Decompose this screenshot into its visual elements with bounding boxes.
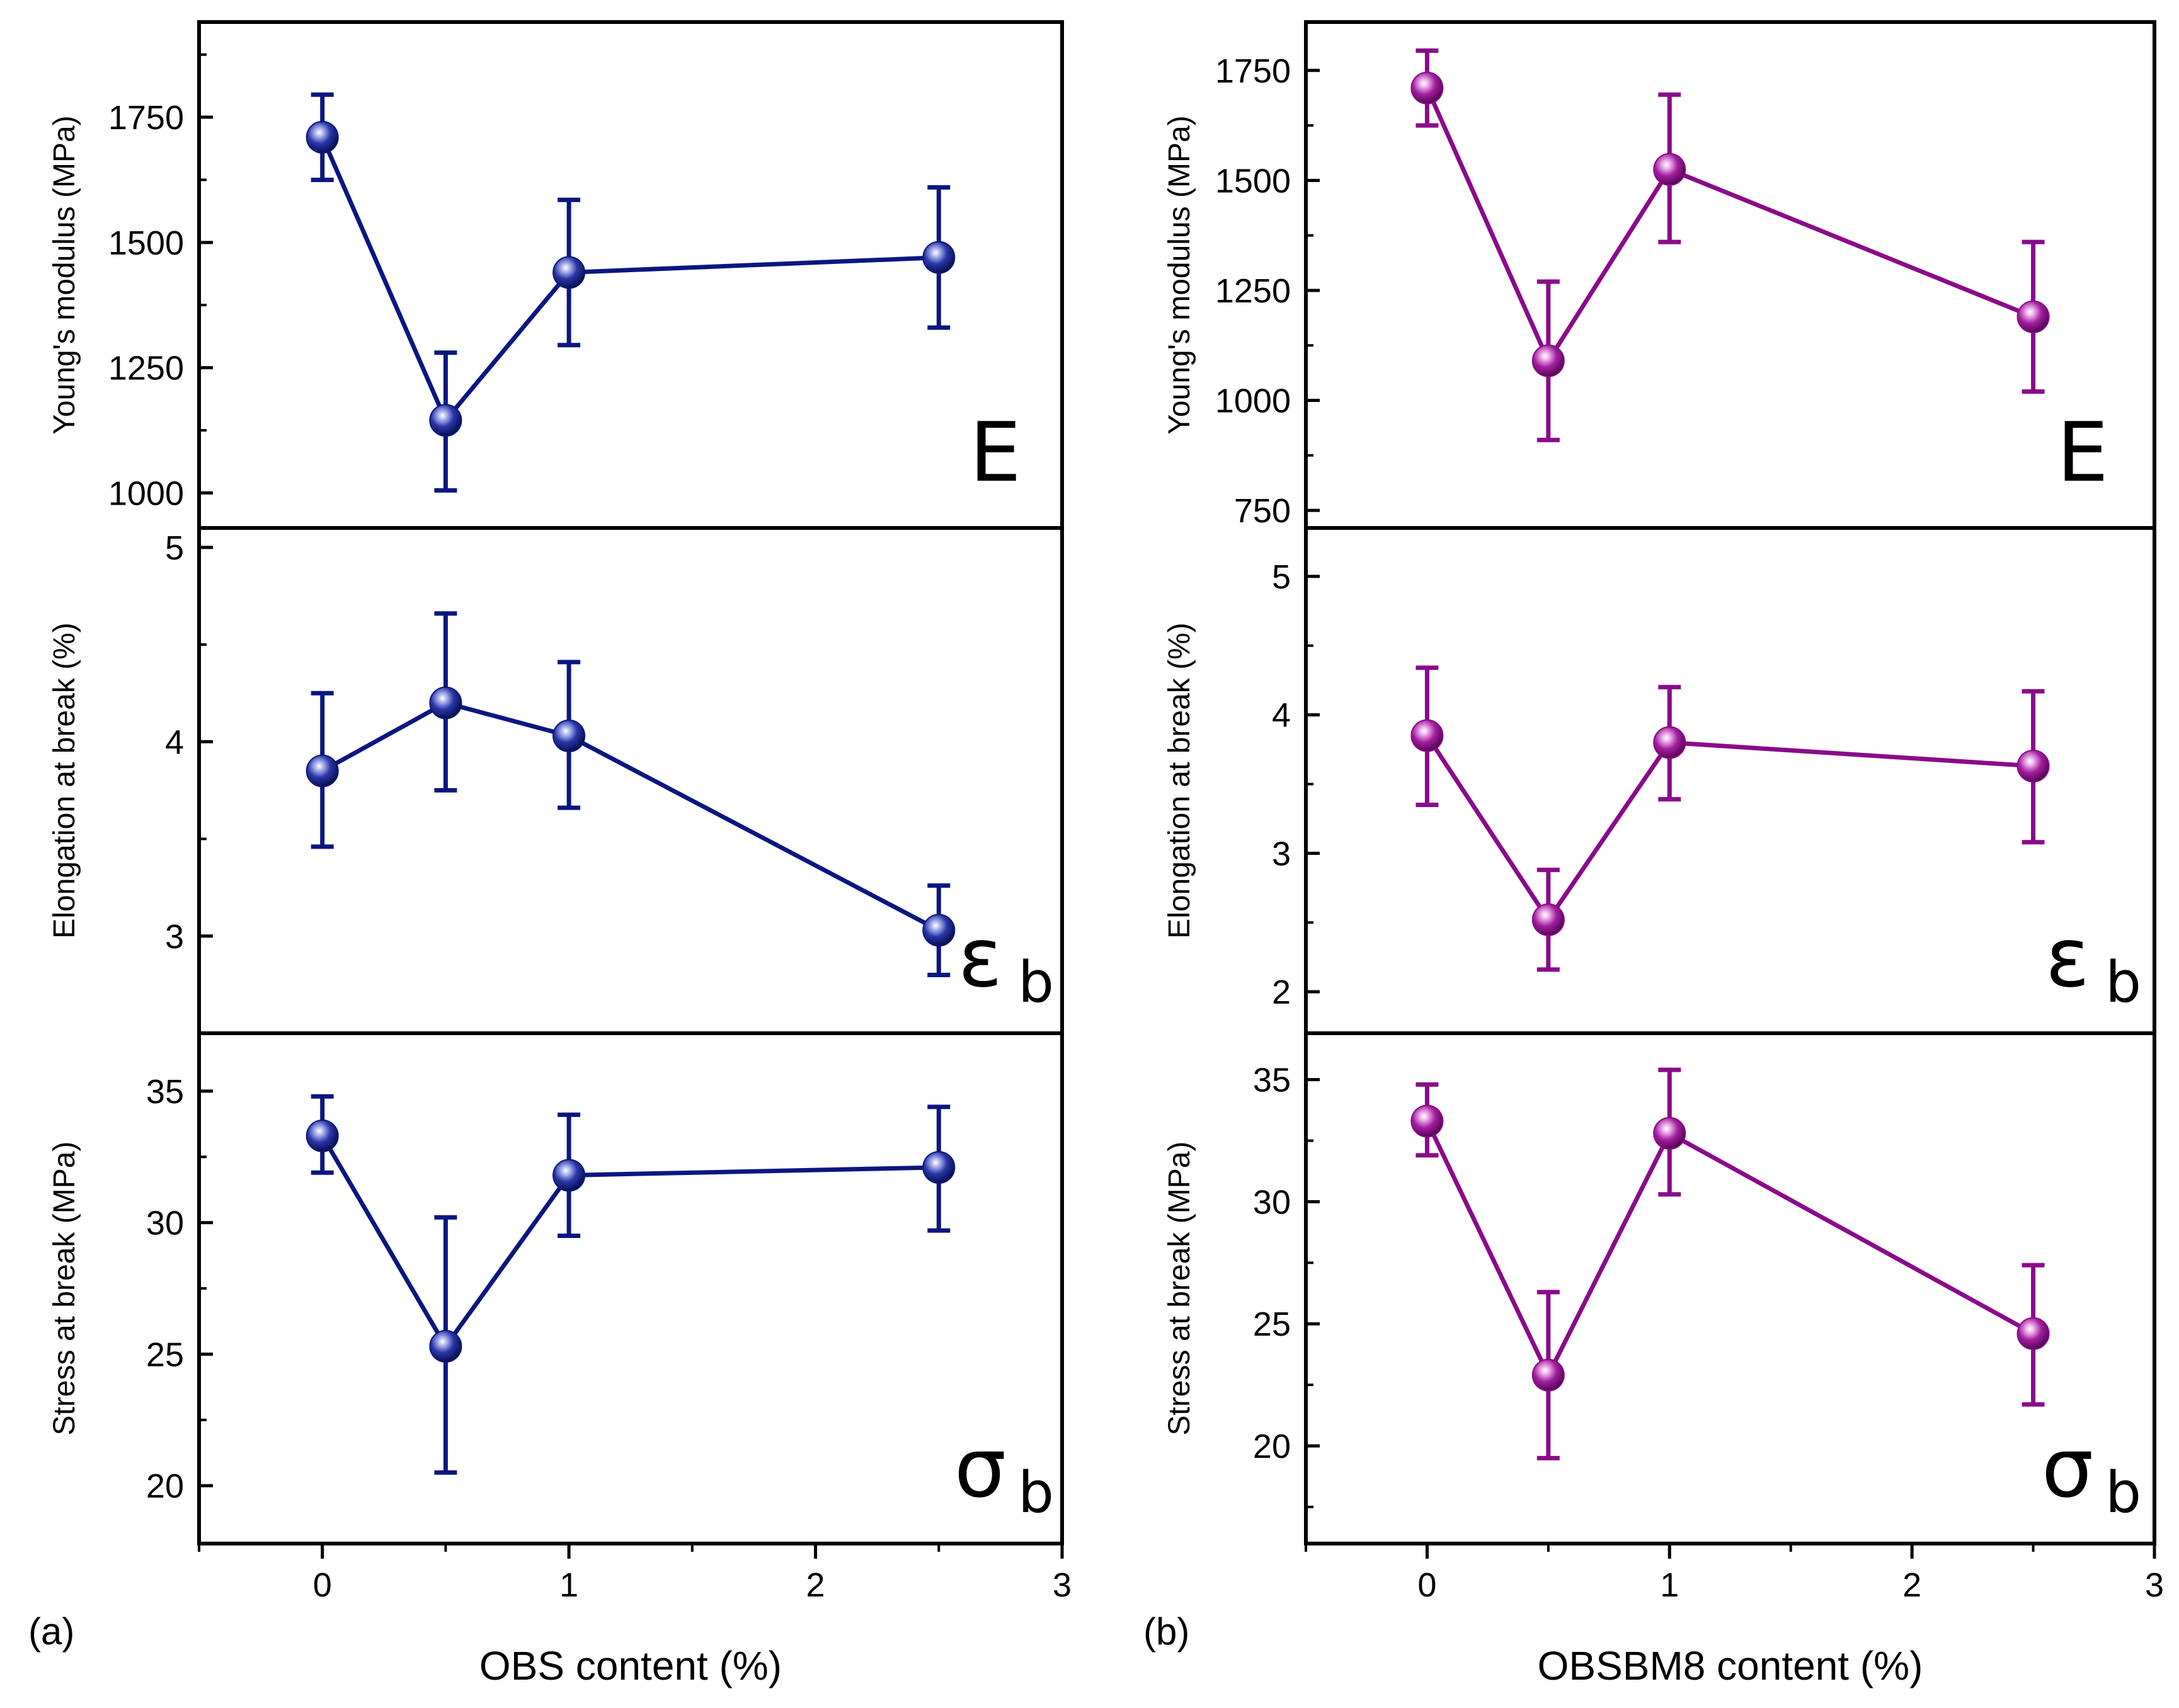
data-point xyxy=(1653,152,1686,186)
x-tick-label: 3 xyxy=(1053,1566,1072,1604)
plot-frame xyxy=(197,20,1064,530)
y-tick-label: 35 xyxy=(1253,1062,1291,1099)
data-point xyxy=(1531,903,1565,936)
y-tick-label: 35 xyxy=(146,1073,184,1111)
data-point xyxy=(306,120,339,154)
y-axis-label: Elongation at break (%) xyxy=(1163,622,1196,939)
y-tick-label: 3 xyxy=(165,918,184,956)
y-axis-label: Young's modulus (MPa) xyxy=(48,115,81,434)
subplot-youngs-modulus: 750 1000 1250 1500 1750 Young's modulus (MPa)… xyxy=(1163,20,2156,530)
data-point xyxy=(922,1150,956,1184)
y-tick-label: 4 xyxy=(165,723,184,761)
y-tick-label: 25 xyxy=(1253,1305,1291,1343)
subplot-elongation-at-break: 2 3 4 5 Elongation at break (%) ε b xyxy=(1163,526,2156,1035)
subplot-stress-at-break: 20 25 30 35 Stress at break (MPa) σ b xyxy=(1163,1031,2156,1545)
data-point xyxy=(429,1329,462,1363)
y-tick-label: 1250 xyxy=(1215,272,1291,310)
data-point xyxy=(1653,726,1686,759)
data-point xyxy=(552,256,586,289)
y-tick-label: 5 xyxy=(165,529,184,567)
y-tick-label: 1000 xyxy=(108,474,184,512)
y-tick-label: 30 xyxy=(1253,1183,1291,1221)
x-tick-label: 0 xyxy=(313,1566,332,1604)
y-tick-label: 20 xyxy=(1253,1428,1291,1465)
subplot-stress-at-break: 20 25 30 35 Stress at break (MPa) σ b xyxy=(48,1031,1064,1545)
property-symbol: σ xyxy=(2042,1420,2093,1516)
property-symbol: ε xyxy=(2045,910,2090,1006)
x-axis-label: OBS content (%) xyxy=(479,1643,782,1688)
property-symbol: E xyxy=(969,404,1021,500)
property-symbol-subscript: b xyxy=(2105,1460,2141,1526)
panel-label: (a) xyxy=(28,1610,74,1653)
x-tick-label: 1 xyxy=(559,1566,578,1604)
x-tick-label: 0 xyxy=(1417,1566,1436,1604)
y-tick-label: 5 xyxy=(1272,558,1291,596)
data-point xyxy=(1653,1116,1686,1150)
y-tick-label: 1000 xyxy=(1215,382,1291,420)
data-point xyxy=(2016,749,2050,782)
x-tick-label: 2 xyxy=(1902,1566,1921,1604)
y-tick-label: 1500 xyxy=(1215,162,1291,200)
y-tick-label: 2 xyxy=(1272,973,1291,1011)
property-symbol: ε xyxy=(958,910,1002,1006)
data-point xyxy=(429,404,462,437)
x-tick-label: 3 xyxy=(2145,1566,2164,1604)
property-symbol-subscript: b xyxy=(1018,949,1054,1016)
x-axis-label: OBSBM8 content (%) xyxy=(1538,1643,1923,1688)
series-line xyxy=(321,700,940,932)
property-symbol-subscript: b xyxy=(1018,1460,1054,1526)
data-point xyxy=(429,686,462,719)
data-point xyxy=(922,914,956,947)
series-line xyxy=(320,136,939,425)
y-tick-label: 1750 xyxy=(108,99,184,137)
y-axis-label: Stress at break (MPa) xyxy=(1163,1142,1196,1436)
property-symbol: E xyxy=(2057,404,2108,500)
y-tick-label: 3 xyxy=(1272,835,1291,873)
plot-frame xyxy=(1304,1031,2156,1545)
data-point xyxy=(1531,1358,1565,1392)
data-point xyxy=(1410,1104,1444,1138)
series-line xyxy=(1425,87,2034,366)
y-axis-label: Elongation at break (%) xyxy=(48,622,81,939)
subplot-youngs-modulus: 1000 1250 1500 1750 Young's modulus (MPa) E xyxy=(48,20,1064,530)
series-line xyxy=(1425,1120,2035,1380)
y-tick-label: 1750 xyxy=(1215,52,1291,90)
data-point xyxy=(552,719,586,753)
x-tick-label: 1 xyxy=(1660,1566,1679,1604)
y-tick-label: 1500 xyxy=(108,224,184,262)
panel-label: (b) xyxy=(1143,1610,1189,1653)
property-symbol-subscript: b xyxy=(2105,949,2141,1016)
y-tick-label: 20 xyxy=(146,1467,184,1505)
plot-frame xyxy=(197,1031,1064,1545)
y-tick-label: 4 xyxy=(1272,697,1291,735)
data-point xyxy=(1410,719,1444,752)
data-point xyxy=(2016,1317,2050,1350)
data-point xyxy=(1531,344,1565,377)
series-line xyxy=(1425,734,2033,924)
series-line xyxy=(320,1135,939,1351)
data-point xyxy=(552,1159,586,1192)
data-point xyxy=(2016,300,2050,333)
data-point xyxy=(306,1119,339,1152)
subplot-elongation-at-break: 3 4 5 Elongation at break (%) ε b xyxy=(48,526,1064,1035)
data-point xyxy=(1410,71,1444,105)
x-tick-label: 2 xyxy=(806,1566,825,1604)
y-tick-label: 750 xyxy=(1234,492,1291,530)
y-tick-label: 30 xyxy=(146,1205,184,1242)
data-point xyxy=(306,754,339,788)
y-tick-label: 1250 xyxy=(108,350,184,387)
y-axis-label: Young's modulus (MPa) xyxy=(1163,115,1196,434)
y-tick-label: 25 xyxy=(146,1336,184,1373)
property-symbol: σ xyxy=(954,1420,1006,1516)
data-point xyxy=(922,241,956,274)
y-axis-label: Stress at break (MPa) xyxy=(48,1142,81,1436)
